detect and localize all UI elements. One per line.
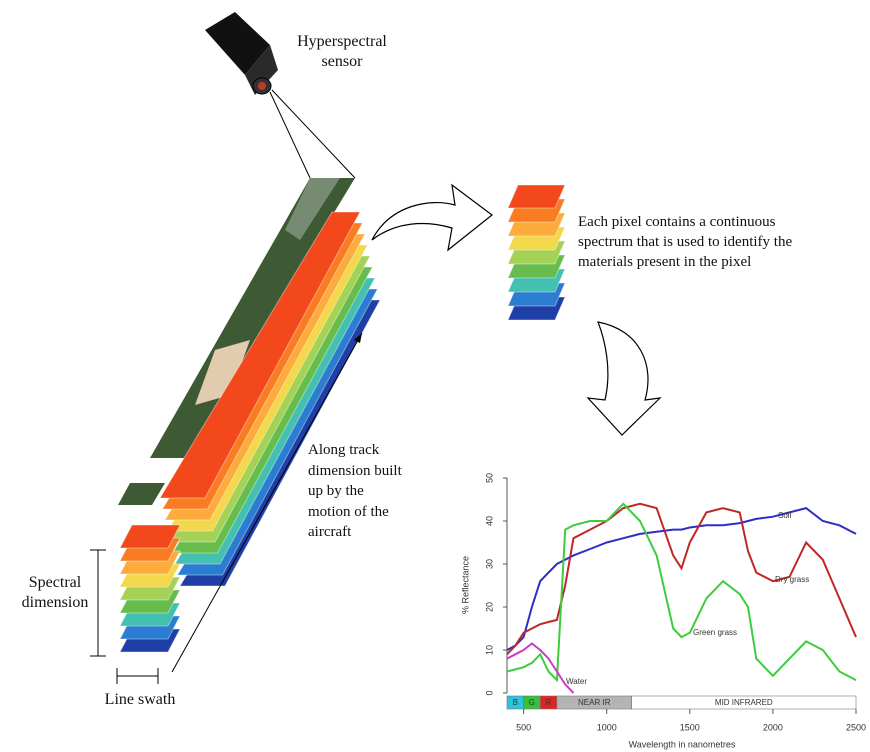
band-label: NEAR IR bbox=[578, 698, 611, 707]
plot-area bbox=[507, 478, 856, 693]
image-strip-piece bbox=[118, 483, 165, 505]
band-layer bbox=[159, 211, 361, 499]
band-label: MID INFRARED bbox=[715, 698, 773, 707]
band-layer bbox=[507, 184, 566, 209]
track-caption: Along track dimension built up by the mo… bbox=[308, 442, 402, 540]
series-label: Dry grass bbox=[775, 575, 809, 584]
band-layer bbox=[119, 524, 181, 549]
arrow-head bbox=[354, 333, 362, 343]
view-line bbox=[271, 89, 356, 179]
y-tick-label: 10 bbox=[484, 645, 494, 655]
y-tick-label: 50 bbox=[484, 473, 494, 483]
y-tick-label: 0 bbox=[484, 690, 494, 695]
x-tick-label: 2500 bbox=[846, 722, 866, 732]
y-tick-label: 20 bbox=[484, 602, 494, 612]
sensor-body bbox=[205, 12, 270, 75]
sand-patch bbox=[195, 340, 250, 405]
series-line bbox=[506, 502, 857, 655]
series-line bbox=[506, 642, 575, 694]
series-label: Green grass bbox=[693, 628, 737, 637]
sensor-label: Hyperspectral sensor bbox=[297, 33, 387, 70]
sensor-lens-core bbox=[258, 82, 266, 90]
pixel-caption: Each pixel contains a continuous spectru… bbox=[578, 214, 793, 270]
track-arrow bbox=[171, 332, 363, 673]
band-label: G bbox=[529, 698, 535, 707]
band-stack-large bbox=[159, 211, 381, 587]
view-line bbox=[269, 91, 311, 179]
x-tick-label: 1500 bbox=[680, 722, 700, 732]
curved-arrow bbox=[586, 321, 662, 436]
y-tick-label: 30 bbox=[484, 559, 494, 569]
spectral-band bbox=[631, 695, 857, 710]
x-tick-label: 500 bbox=[516, 722, 531, 732]
x-tick-label: 2000 bbox=[763, 722, 783, 732]
band-label: R bbox=[546, 698, 552, 707]
band-stack-pixel bbox=[507, 184, 566, 321]
sensor-side bbox=[245, 45, 278, 95]
series-line bbox=[506, 502, 857, 683]
cloud bbox=[285, 178, 340, 240]
series-label: Water bbox=[566, 677, 587, 686]
series-label: Soil bbox=[778, 511, 792, 520]
band-stack-small bbox=[119, 524, 181, 653]
curved-arrow bbox=[371, 183, 493, 252]
y-tick-label: 40 bbox=[484, 516, 494, 526]
x-tick-label: 1000 bbox=[597, 722, 617, 732]
y-axis-label: % Reflectance bbox=[460, 556, 470, 614]
band-label: B bbox=[513, 698, 518, 707]
reflectance-chart: 0 10 20 30 40 50 % Reflectance B G R NEAR IR MID IN… bbox=[460, 473, 866, 749]
spectral-label: Spectral dimension bbox=[21, 574, 89, 611]
x-axis-label: Wavelength in nanometres bbox=[629, 739, 736, 749]
swath-label: Line swath bbox=[104, 691, 176, 708]
